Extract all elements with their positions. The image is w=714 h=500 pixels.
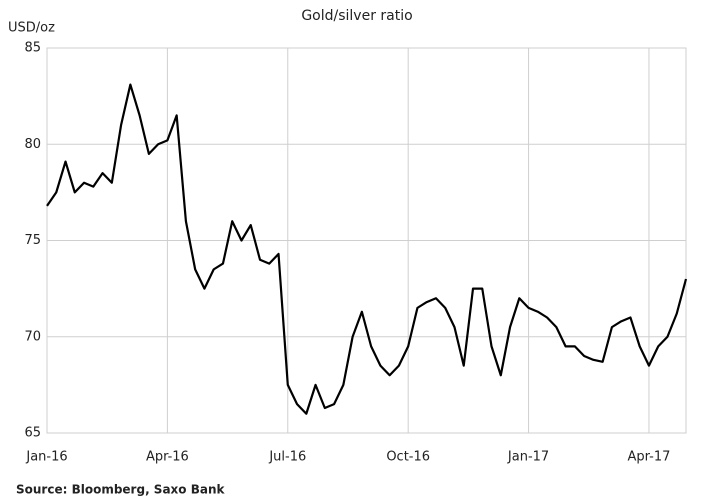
y-axis-label: USD/oz: [8, 21, 55, 36]
y-tick-label: 85: [24, 41, 41, 56]
y-tick-label: 75: [24, 233, 41, 248]
x-tick-label: Jan-17: [507, 450, 549, 465]
data-line: [46, 83, 688, 415]
x-tick-label: Jul-16: [268, 450, 306, 465]
y-tick-label: 65: [24, 426, 41, 441]
x-tick-label: Jan-16: [25, 450, 67, 465]
plot-frame: [46, 47, 687, 434]
chart-title: Gold/silver ratio: [301, 8, 412, 24]
x-tick-label: Oct-16: [386, 450, 430, 465]
x-tick-label: Apr-17: [628, 450, 671, 465]
source: Source: Bloomberg, Saxo Bank: [16, 483, 225, 497]
y-tick-label: 70: [24, 329, 41, 344]
y-tick-label: 80: [24, 137, 41, 152]
x-tick-label: Apr-16: [146, 450, 189, 465]
